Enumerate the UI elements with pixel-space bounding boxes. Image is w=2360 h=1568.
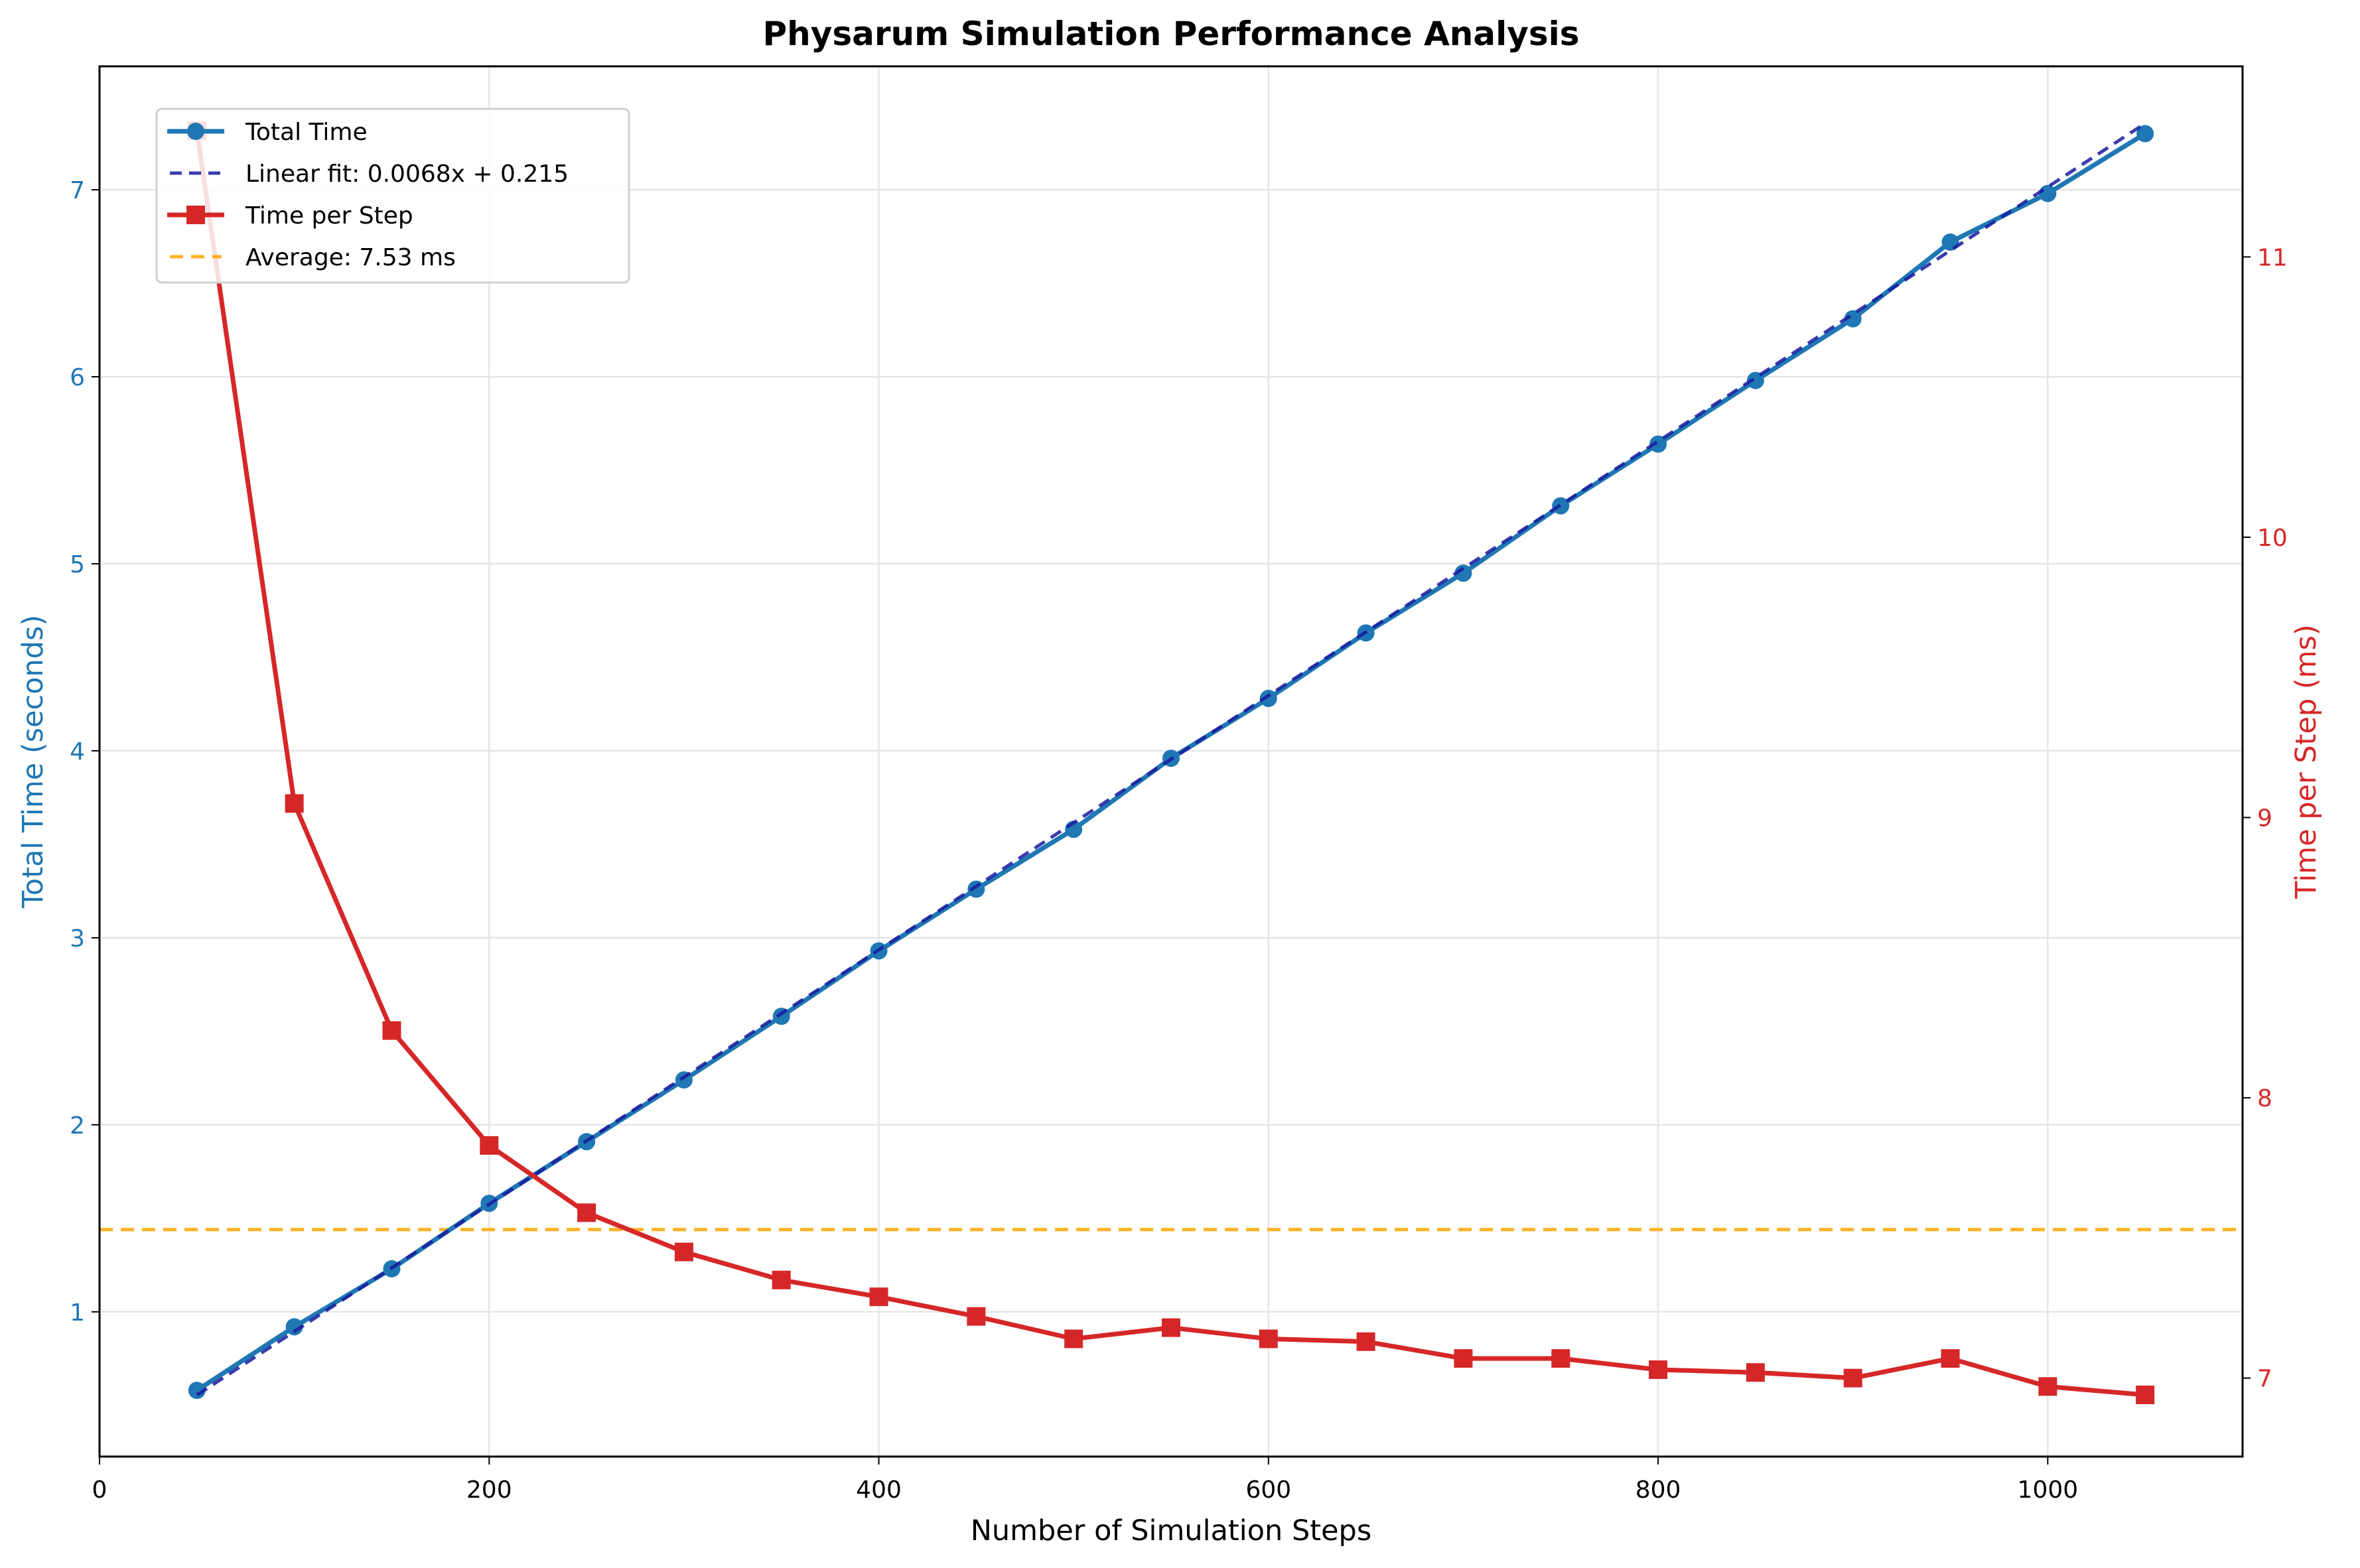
y-right-tick-label: 9 [2257, 805, 2272, 832]
x-tick-label: 600 [1245, 1476, 1291, 1504]
y-left-tick-label: 6 [70, 364, 85, 391]
x-tick-label: 0 [92, 1476, 107, 1504]
y-left-tick-label: 2 [70, 1112, 85, 1140]
point-time-per-step [2038, 1377, 2057, 1396]
point-time-per-step [285, 794, 304, 813]
point-time-per-step [1843, 1368, 1862, 1388]
point-total-time [1454, 564, 1472, 582]
y-left-tick-label: 7 [70, 177, 85, 204]
point-time-per-step [480, 1136, 499, 1155]
legend-box [155, 107, 630, 284]
point-total-time [1746, 371, 1764, 389]
y-right-axis-ticks: 7 8 9 10 11 [2243, 244, 2288, 1393]
point-time-per-step [1649, 1360, 1668, 1379]
point-total-time [772, 1008, 790, 1025]
legend-label-time-per-step: Time per Step [245, 202, 413, 229]
point-time-per-step [772, 1270, 791, 1289]
x-tick-label: 200 [466, 1476, 512, 1504]
legend-marker-time-per-step [186, 206, 205, 224]
point-total-time [2136, 125, 2154, 143]
x-tick-label: 400 [856, 1476, 902, 1504]
legend-label-total-time: Total Time [245, 119, 368, 146]
legend-label-linear-fit: Linear fit: 0.0068x + 0.215 [245, 161, 569, 188]
chart-title: Physarum Simulation Performance Analysis [762, 15, 1579, 53]
point-time-per-step [1551, 1349, 1570, 1368]
x-tick-label: 1000 [2018, 1476, 2079, 1504]
legend: Total Time Linear fit: 0.0068x + 0.215 T… [155, 107, 630, 284]
y-left-tick-label: 4 [70, 738, 85, 765]
y-right-tick-label: 8 [2257, 1085, 2272, 1112]
plot-frame [98, 65, 2244, 1458]
x-axis-label: Number of Simulation Steps [971, 1514, 1372, 1547]
point-time-per-step [1454, 1349, 1473, 1368]
point-time-per-step [2136, 1386, 2155, 1405]
y-left-tick-label: 3 [70, 925, 85, 952]
point-time-per-step [1064, 1329, 1083, 1348]
linear-fit-line [196, 121, 2146, 1397]
legend-marker-total-time [187, 123, 204, 140]
point-total-time [188, 1382, 206, 1400]
point-total-time [1259, 689, 1277, 707]
point-total-time [1552, 497, 1570, 515]
y-right-tick-label: 7 [2257, 1366, 2272, 1393]
point-time-per-step [967, 1307, 986, 1326]
point-time-per-step [674, 1242, 693, 1262]
series-layer [187, 121, 2155, 1405]
y-right-axis-label: Time per Step (ms) [2290, 624, 2323, 899]
y-left-tick-label: 1 [70, 1299, 85, 1327]
legend-label-average: Average: 7.53 ms [245, 244, 456, 271]
point-total-time [285, 1318, 303, 1336]
x-axis-ticks: 0 200 400 600 800 1000 [92, 1457, 2079, 1504]
point-time-per-step [1356, 1332, 1375, 1351]
point-total-time [2039, 184, 2057, 202]
point-time-per-step [577, 1203, 596, 1222]
point-time-per-step [1259, 1329, 1278, 1348]
y-left-axis-label: Total Time (seconds) [17, 615, 50, 909]
y-right-tick-label: 11 [2257, 244, 2288, 271]
point-time-per-step [869, 1287, 888, 1307]
y-left-tick-label: 5 [70, 551, 85, 578]
point-total-time [1649, 435, 1667, 453]
x-tick-label: 800 [1635, 1476, 1681, 1504]
point-time-per-step [1941, 1349, 1960, 1368]
y-left-axis-ticks: 1 2 3 4 5 6 7 [70, 177, 100, 1327]
point-time-per-step [382, 1021, 401, 1040]
point-total-time [1844, 310, 1862, 328]
y-right-tick-label: 10 [2257, 525, 2288, 552]
point-time-per-step [1746, 1363, 1765, 1382]
point-time-per-step [1162, 1318, 1180, 1337]
